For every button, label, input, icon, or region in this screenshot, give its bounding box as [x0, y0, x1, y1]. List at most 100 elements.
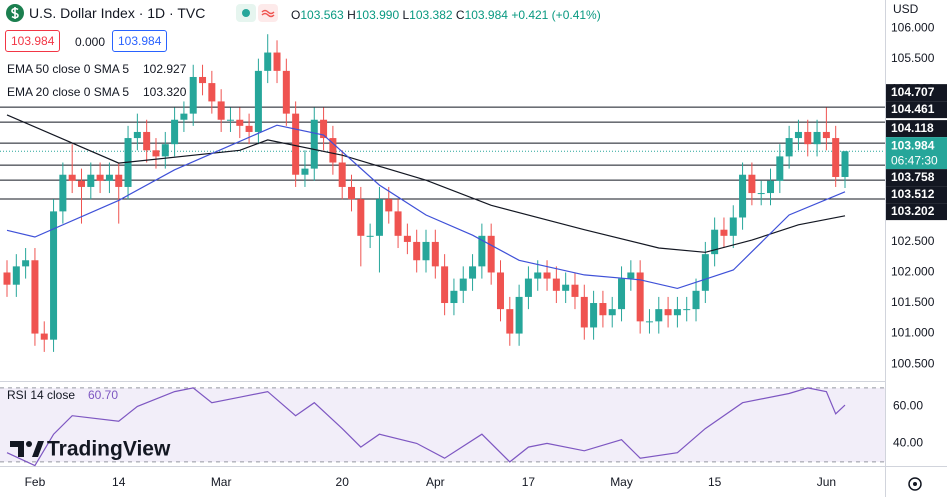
candle-body	[59, 174, 67, 212]
candle-body	[580, 296, 588, 328]
candle-body	[189, 76, 197, 114]
candle-body	[767, 180, 775, 194]
status-buttons[interactable]	[236, 4, 280, 22]
y-tick-label: 106.000	[891, 20, 935, 34]
candle-body	[757, 193, 765, 195]
candle-body	[701, 254, 709, 291]
rsi-line	[6, 387, 846, 467]
candle-body	[403, 235, 411, 242]
candle-body	[599, 303, 607, 316]
indicator-legend: RSI 14 close	[7, 388, 75, 402]
indicator-value: 102.927	[143, 62, 187, 76]
candle-body	[50, 211, 58, 340]
axis-title: USD	[893, 2, 919, 16]
indicator-value: 103.320	[143, 85, 187, 99]
candle-body	[822, 131, 830, 139]
logo-slash	[32, 441, 44, 457]
candle-body	[348, 186, 356, 200]
rsi-band	[0, 387, 885, 462]
sell-price[interactable]: 103.984	[5, 30, 61, 52]
candle-body	[115, 174, 123, 187]
price-label: 103.758	[891, 170, 935, 184]
logo-dot	[26, 441, 32, 447]
candle-body	[264, 52, 272, 71]
candle-body	[171, 119, 179, 145]
candle-body	[310, 119, 318, 169]
candle-body	[804, 131, 812, 145]
candle-body	[217, 101, 225, 120]
change: +0.421 (+0.41%)	[511, 8, 601, 22]
countdown: 06:47:30	[891, 153, 938, 167]
candle-body	[496, 272, 504, 310]
candle-body	[366, 235, 374, 237]
candle-body	[338, 162, 346, 187]
candle-body	[748, 174, 756, 194]
candle-body	[422, 241, 430, 261]
candle-body	[3, 272, 11, 285]
indicator-legend: EMA 20 close 0 SMA 5	[7, 85, 129, 99]
price-label-bg	[886, 84, 947, 102]
ohlc-label: O	[291, 8, 301, 22]
candle-body	[571, 284, 579, 297]
candle-body	[105, 174, 113, 181]
candle-body	[785, 138, 793, 157]
candle-body	[832, 138, 840, 177]
price-label-bg	[886, 186, 947, 204]
candle-body	[692, 290, 700, 310]
candle-body	[133, 131, 141, 139]
symbol-title: U.S. Dollar Index · 1D · TVC	[29, 5, 206, 21]
candle-body	[627, 272, 635, 279]
ohlc-value: 103.563	[300, 8, 344, 22]
candle-body	[739, 174, 747, 218]
buy-price[interactable]: 103.984	[112, 30, 168, 52]
price-label: 103.512	[891, 187, 935, 201]
x-tick-label: 20	[336, 475, 350, 489]
candle-body	[813, 131, 821, 145]
market-open-dot	[242, 9, 250, 17]
gear[interactable]	[908, 477, 922, 491]
y-tick-label: 101.500	[891, 295, 935, 309]
candle-body	[450, 290, 458, 304]
candle-body	[208, 83, 216, 102]
candle-body	[282, 70, 290, 114]
candle-body	[12, 266, 20, 285]
gear-center[interactable]	[913, 482, 917, 486]
y-tick-label: 102.000	[891, 265, 935, 279]
candle-body	[431, 241, 439, 267]
price-label-bg	[886, 137, 947, 170]
candle-body	[329, 138, 337, 163]
candle-body	[357, 199, 365, 236]
indicator-value: 60.70	[88, 388, 118, 402]
candle-body	[469, 266, 477, 279]
icon-glyph	[11, 7, 19, 19]
candle-body	[292, 113, 300, 175]
candle-body	[524, 278, 532, 297]
ohlc-value: 103.984	[464, 8, 508, 22]
candle-body	[506, 309, 514, 334]
price-label: 104.118	[891, 121, 934, 135]
y-tick-label: 100.500	[891, 356, 935, 370]
candle-body	[199, 76, 207, 84]
ohlc-label: L	[402, 8, 410, 22]
candle-body	[96, 174, 104, 181]
spread: 0.000	[75, 35, 106, 49]
candle-body	[152, 150, 160, 157]
candle-body	[161, 144, 169, 157]
ohlc-label: H	[347, 8, 356, 22]
x-tick-label: 15	[708, 475, 722, 489]
candle-body	[636, 272, 644, 322]
x-tick-label: Mar	[211, 475, 232, 489]
candle-body	[841, 151, 849, 177]
price-label: 104.707	[891, 85, 935, 99]
settings-icon[interactable]	[908, 477, 922, 491]
candle-body	[245, 125, 253, 132]
price-label-bg	[886, 203, 947, 221]
x-tick-label: Feb	[25, 475, 46, 489]
candle-body	[534, 272, 542, 279]
indicator-line	[6, 114, 846, 253]
candle-body	[375, 199, 383, 236]
logo-mark	[10, 441, 24, 457]
candle-body	[487, 235, 495, 273]
